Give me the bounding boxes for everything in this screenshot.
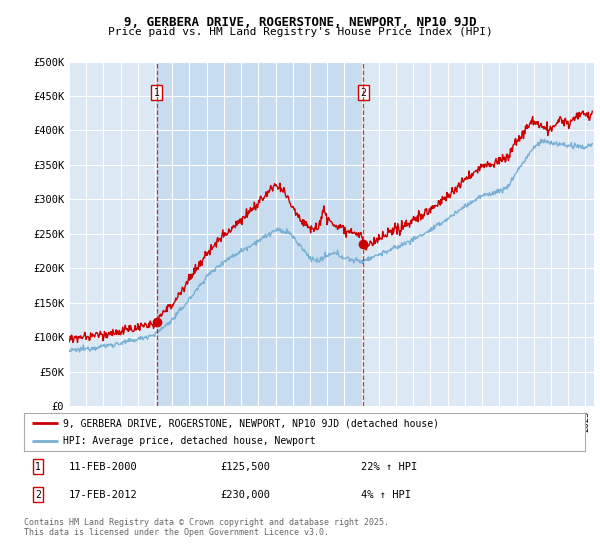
Text: 9, GERBERA DRIVE, ROGERSTONE, NEWPORT, NP10 9JD: 9, GERBERA DRIVE, ROGERSTONE, NEWPORT, N… bbox=[124, 16, 476, 29]
Text: 17-FEB-2012: 17-FEB-2012 bbox=[69, 490, 137, 500]
Text: 9, GERBERA DRIVE, ROGERSTONE, NEWPORT, NP10 9JD (detached house): 9, GERBERA DRIVE, ROGERSTONE, NEWPORT, N… bbox=[63, 418, 439, 428]
Text: Contains HM Land Registry data © Crown copyright and database right 2025.
This d: Contains HM Land Registry data © Crown c… bbox=[24, 518, 389, 538]
Text: 11-FEB-2000: 11-FEB-2000 bbox=[69, 461, 137, 472]
Text: 2: 2 bbox=[361, 87, 366, 97]
Text: 22% ↑ HPI: 22% ↑ HPI bbox=[361, 461, 417, 472]
Text: Price paid vs. HM Land Registry's House Price Index (HPI): Price paid vs. HM Land Registry's House … bbox=[107, 27, 493, 37]
Bar bbox=[157, 62, 364, 406]
Text: 4% ↑ HPI: 4% ↑ HPI bbox=[361, 490, 410, 500]
Text: £125,500: £125,500 bbox=[220, 461, 271, 472]
Text: 1: 1 bbox=[154, 87, 160, 97]
Text: £230,000: £230,000 bbox=[220, 490, 271, 500]
Text: 1: 1 bbox=[35, 461, 41, 472]
Text: 2: 2 bbox=[35, 490, 41, 500]
Text: HPI: Average price, detached house, Newport: HPI: Average price, detached house, Newp… bbox=[63, 436, 316, 446]
